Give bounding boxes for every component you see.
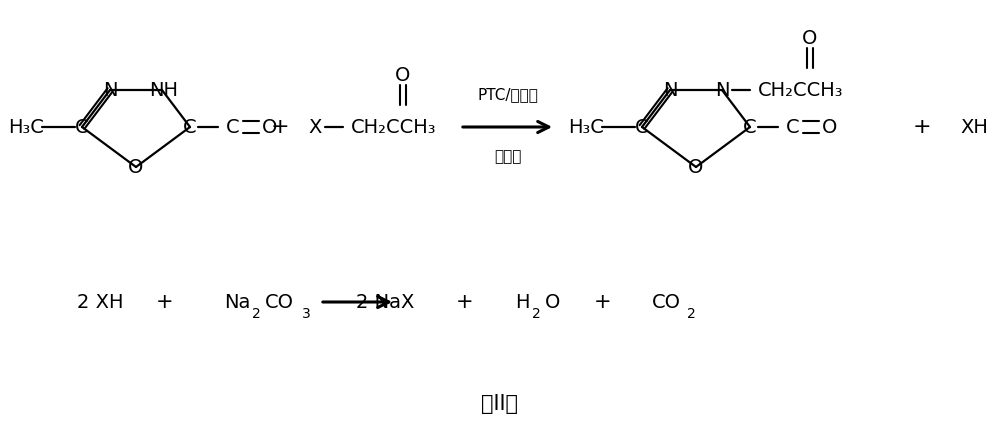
Text: C: C [743, 118, 757, 137]
Text: CH₂CCH₃: CH₂CCH₃ [351, 118, 436, 137]
Text: 2 NaX: 2 NaX [356, 292, 414, 311]
Text: +: + [271, 117, 289, 137]
Text: O: O [128, 158, 144, 177]
Text: Na: Na [224, 292, 250, 311]
Text: O: O [545, 292, 560, 311]
Text: +: + [456, 292, 474, 312]
Text: C: C [183, 118, 197, 137]
Text: O: O [262, 118, 278, 137]
Text: CH₂CCH₃: CH₂CCH₃ [758, 80, 844, 99]
Text: C: C [75, 118, 89, 137]
Text: O: O [688, 158, 704, 177]
Text: 缚酸剂: 缚酸剂 [494, 149, 521, 164]
Text: XH: XH [960, 118, 988, 137]
Text: O: O [802, 29, 818, 48]
Text: 2: 2 [252, 307, 261, 321]
Text: N: N [715, 80, 729, 99]
Text: （II）: （II） [482, 394, 518, 414]
Text: 2: 2 [532, 307, 541, 321]
Text: +: + [913, 117, 931, 137]
Text: C: C [786, 118, 800, 137]
Text: H₃C: H₃C [8, 118, 44, 137]
Text: N: N [663, 80, 677, 99]
Text: 2: 2 [687, 307, 696, 321]
Text: +: + [156, 292, 174, 312]
Text: +: + [594, 292, 612, 312]
Text: O: O [822, 118, 838, 137]
Text: 2 XH: 2 XH [77, 292, 123, 311]
Text: N: N [103, 80, 117, 99]
Text: CO: CO [652, 292, 681, 311]
Text: O: O [395, 66, 411, 85]
Text: PTC/催化剂: PTC/催化剂 [477, 87, 538, 102]
Text: C: C [226, 118, 240, 137]
Text: CO: CO [265, 292, 294, 311]
Text: H: H [516, 292, 530, 311]
Text: H₃C: H₃C [568, 118, 604, 137]
Text: 3: 3 [302, 307, 311, 321]
Text: C: C [635, 118, 649, 137]
Text: X: X [308, 118, 322, 137]
Text: NH: NH [150, 80, 178, 99]
